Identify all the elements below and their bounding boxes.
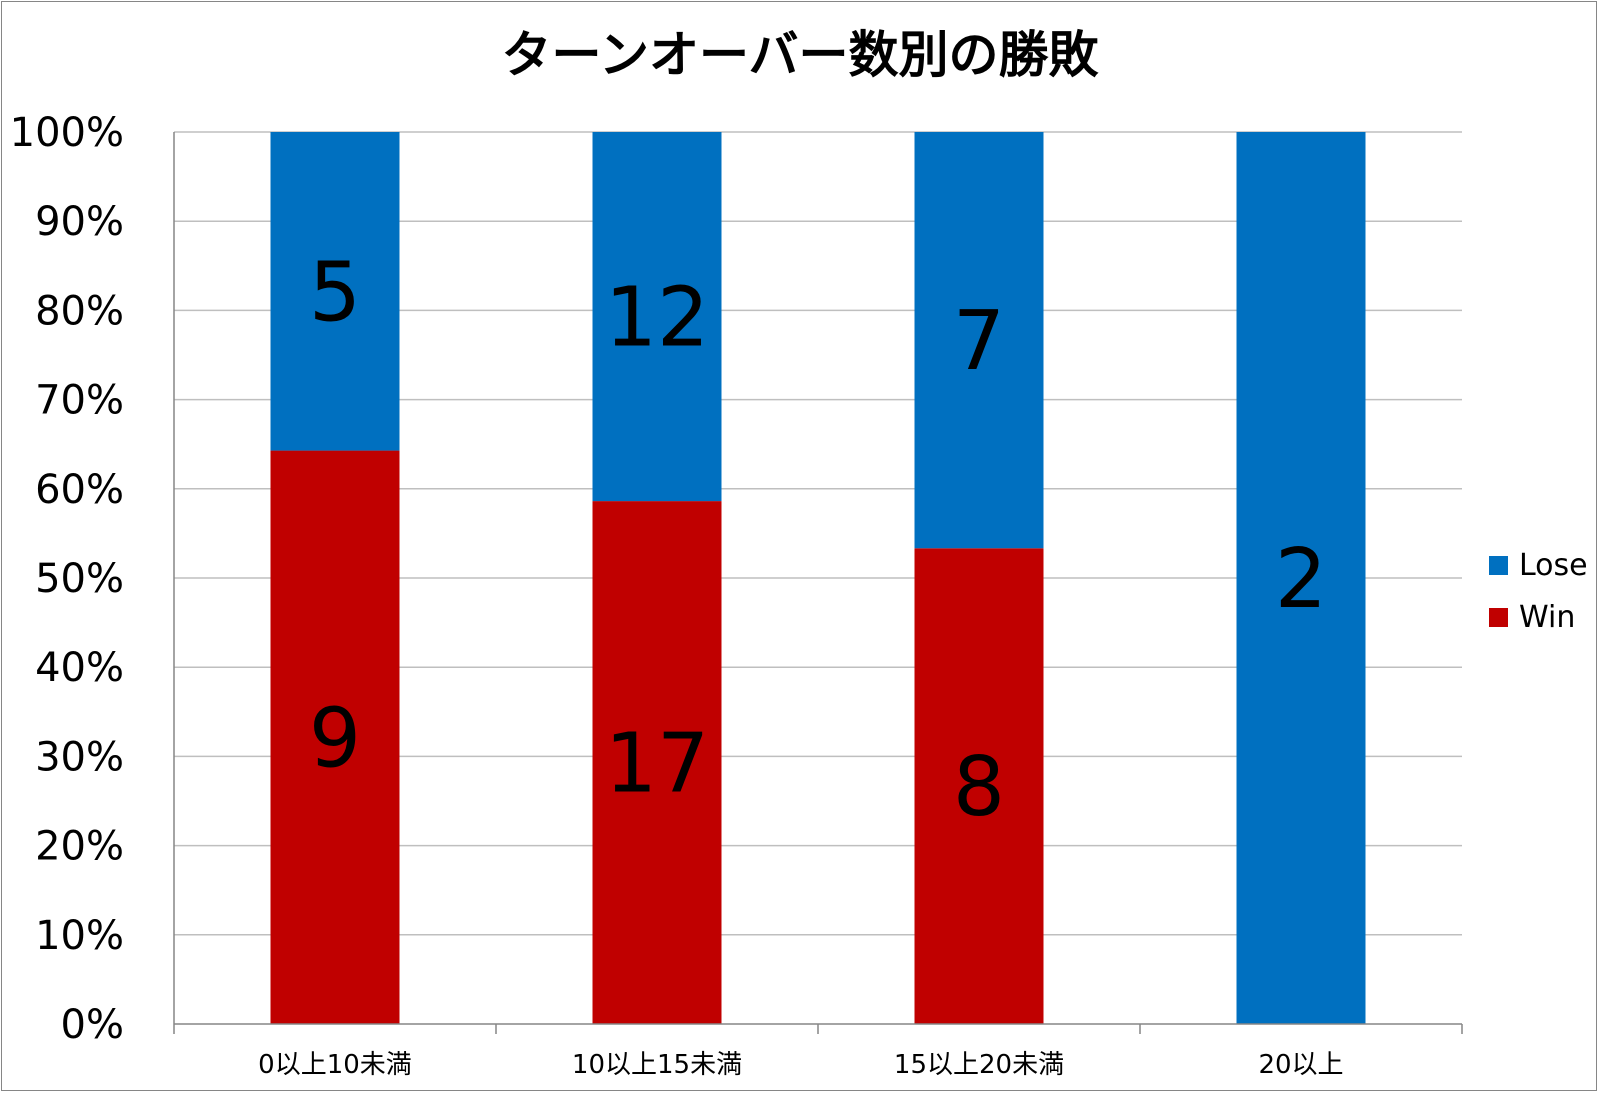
- legend-label-lose: Lose: [1519, 548, 1588, 583]
- x-tick-label: 0以上10未満: [258, 1050, 412, 1080]
- y-tick-label: 80%: [35, 288, 124, 334]
- data-label-win: 8: [953, 740, 1005, 835]
- chart-title: ターンオーバー数別の勝敗: [502, 26, 1100, 84]
- x-tick-label: 15以上20未満: [894, 1050, 1064, 1080]
- bar-lose: [592, 132, 722, 502]
- legend-label-win: Win: [1519, 600, 1575, 635]
- axes: 0% 10% 20% 30% 40% 50% 60% 70% 80% 90% 100% 0以上10未満…: [10, 110, 1463, 1080]
- y-tick-label: 40%: [35, 645, 124, 691]
- y-tick-label: 20%: [35, 824, 124, 870]
- x-tick-label: 10以上15未満: [572, 1050, 742, 1080]
- bar-lose: [914, 132, 1044, 549]
- y-tick-label: 100%: [10, 110, 124, 156]
- data-labels: 9 5 17 12 8 7 2: [309, 245, 1327, 835]
- bar-win: [592, 501, 722, 1024]
- bar-win: [914, 548, 1044, 1024]
- y-tick-label: 70%: [35, 378, 124, 424]
- data-label-win: 17: [605, 717, 709, 812]
- y-tick-label: 0%: [61, 1002, 124, 1048]
- bar-win: [270, 450, 400, 1025]
- bar-lose: [270, 132, 400, 451]
- y-tick-label: 50%: [35, 556, 124, 602]
- y-tick-label: 90%: [35, 199, 124, 245]
- legend-swatch-win: [1489, 608, 1508, 627]
- data-label-lose: 7: [953, 294, 1005, 389]
- legend-swatch-lose: [1489, 556, 1508, 575]
- data-label-lose: 12: [605, 271, 709, 366]
- x-tick-label: 20以上: [1258, 1050, 1343, 1080]
- data-label-lose: 5: [309, 245, 361, 340]
- y-tick-label: 10%: [35, 913, 124, 959]
- bars: [270, 132, 1366, 1025]
- legend: Lose Win: [1489, 548, 1588, 635]
- y-tick-label: 30%: [35, 734, 124, 780]
- bar-lose: [1236, 132, 1366, 1024]
- data-label-win: 9: [309, 691, 361, 786]
- data-label-lose: 2: [1275, 532, 1327, 627]
- y-tick-label: 60%: [35, 467, 124, 513]
